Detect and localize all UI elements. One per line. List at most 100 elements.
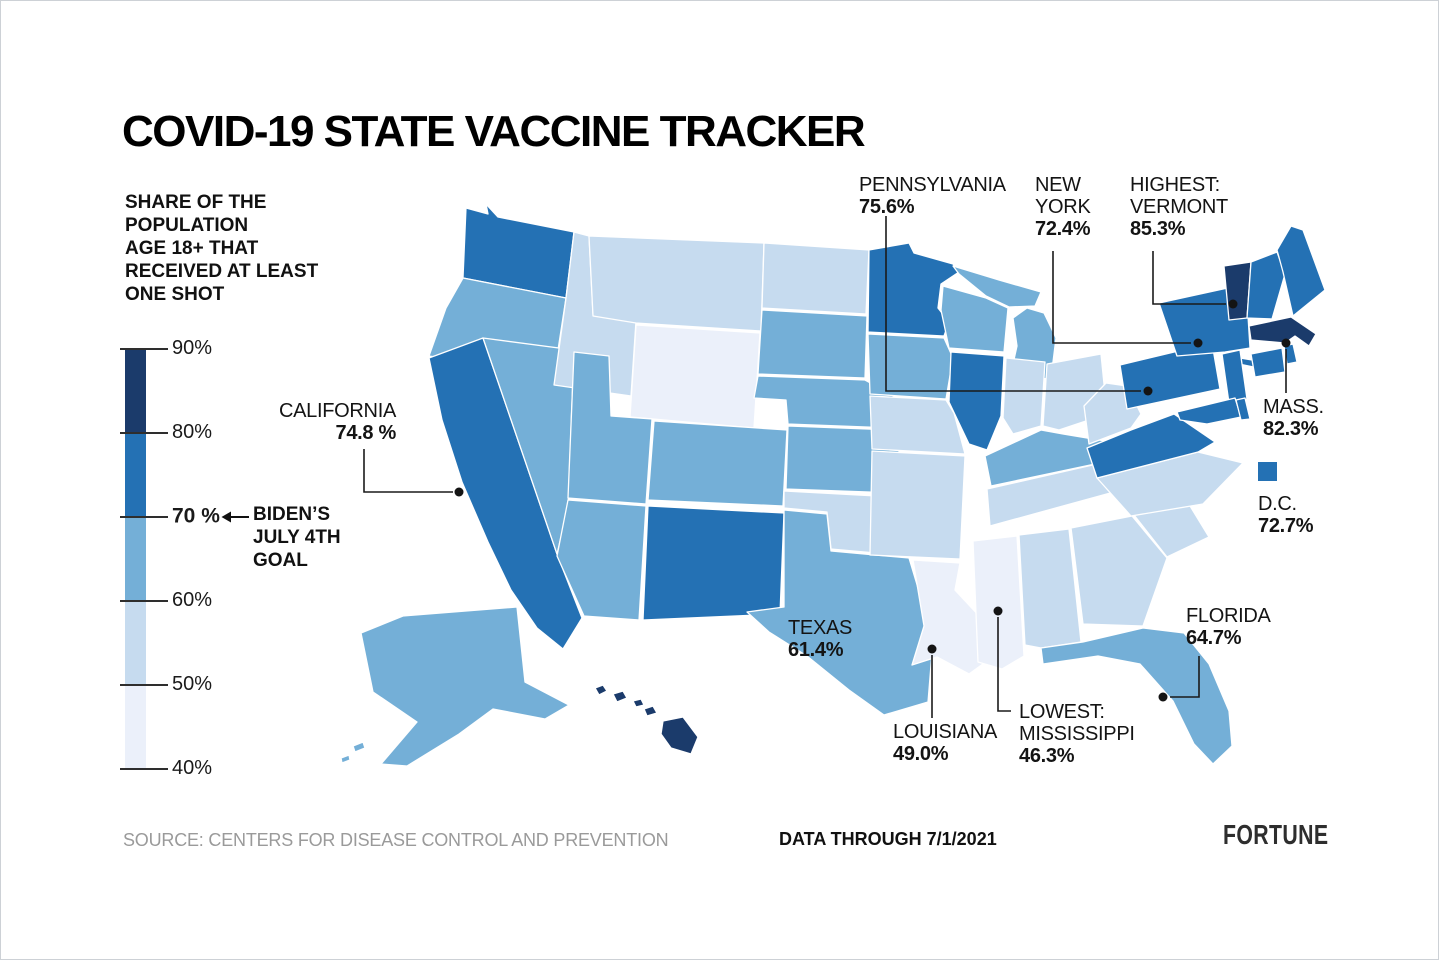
state-me xyxy=(1276,225,1326,317)
state-fl xyxy=(1040,627,1233,765)
callout-value: 46.3% xyxy=(1019,745,1075,767)
callout-state-name: LOUISIANA xyxy=(893,721,997,743)
callout-state-name: VERMONT xyxy=(1130,196,1228,218)
state-al xyxy=(1018,528,1082,649)
callout-state-name: MISSISSIPPI xyxy=(1019,723,1135,745)
callout-value: 75.6% xyxy=(859,196,915,218)
page-title: COVID-19 STATE VACCINE TRACKER xyxy=(122,107,866,156)
callout-vermont: HIGHEST: VERMONT 85.3% xyxy=(1130,174,1228,240)
callout-value: 82.3% xyxy=(1263,418,1319,440)
legend-segment-70-80 xyxy=(125,433,146,517)
legend-segment-50-60 xyxy=(125,601,146,685)
legend-segment-80-90 xyxy=(125,349,146,433)
tick-label: 50% xyxy=(172,673,213,696)
callout-value: 64.7% xyxy=(1186,627,1242,649)
callout-mississippi: LOWEST: MISSISSIPPI 46.3% xyxy=(1019,701,1135,767)
connector-california xyxy=(363,449,453,493)
callout-value: 74.8 % xyxy=(335,422,397,444)
dot-mississippi xyxy=(993,606,1003,616)
callout-note: HIGHEST: xyxy=(1130,174,1220,196)
callout-florida: FLORIDA 64.7% xyxy=(1186,605,1271,649)
tick-label: 40% xyxy=(172,757,213,780)
state-ar xyxy=(869,450,966,560)
connector-florida xyxy=(1170,656,1200,698)
dot-louisiana xyxy=(927,644,937,654)
state-az xyxy=(556,499,647,621)
goal-annotation: BIDEN’S JULY 4TH GOAL xyxy=(253,503,341,572)
callout-state-name: PENNSYLVANIA xyxy=(859,174,1006,196)
dot-california xyxy=(454,487,464,497)
subtitle-line: SHARE OF THE xyxy=(125,192,267,213)
callout-value: 72.4% xyxy=(1035,218,1091,240)
tick-label: 80% xyxy=(172,421,213,444)
callout-new-york: NEW YORK 72.4% xyxy=(1035,174,1091,240)
callout-california: CALIFORNIA 74.8 % xyxy=(271,400,396,444)
data-through-note: DATA THROUGH 7/1/2021 xyxy=(779,829,997,849)
callout-state-name: YORK xyxy=(1035,196,1091,218)
dot-vermont xyxy=(1228,299,1238,309)
subtitle-line: ONE SHOT xyxy=(125,284,225,305)
callout-connectors-layer xyxy=(363,216,1291,718)
connector-vermont xyxy=(1152,251,1226,305)
goal-line: BIDEN’S xyxy=(253,504,331,525)
tick-line xyxy=(120,600,168,602)
subtitle-line: POPULATION xyxy=(125,215,249,236)
connector-pennsylvania xyxy=(885,216,1141,392)
tick-line xyxy=(120,684,168,686)
callout-state-name: TEXAS xyxy=(788,617,853,639)
tick-line xyxy=(120,432,168,434)
fortune-logo: FORTUNE xyxy=(1223,819,1329,850)
callout-state-name: D.C. xyxy=(1258,493,1297,515)
us-choropleth-map xyxy=(341,203,1326,767)
state-ma xyxy=(1248,316,1317,347)
callout-mass: MASS. 82.3% xyxy=(1263,396,1324,440)
dot-mass xyxy=(1281,338,1291,348)
state-co xyxy=(647,420,788,507)
tick-line xyxy=(120,516,168,518)
callout-state-name: CALIFORNIA xyxy=(278,400,396,422)
legend-segment-40-50 xyxy=(125,685,146,769)
state-il xyxy=(948,351,1005,451)
state-de xyxy=(1235,397,1251,421)
connector-mississippi xyxy=(997,617,1011,712)
tick-line xyxy=(120,348,168,350)
tick-line xyxy=(120,768,168,770)
state-ms xyxy=(972,535,1025,670)
callout-value: 61.4% xyxy=(788,639,844,661)
state-ga xyxy=(1070,515,1168,627)
state-mn xyxy=(867,242,960,337)
legend-segment-60-70 xyxy=(125,517,146,601)
dot-florida xyxy=(1158,692,1168,702)
callout-value: 85.3% xyxy=(1130,218,1186,240)
states-layer xyxy=(341,203,1326,767)
subtitle-line: RECEIVED AT LEAST xyxy=(125,261,319,282)
state-tx xyxy=(746,509,935,716)
state-mi xyxy=(952,265,1057,383)
callout-pennsylvania: PENNSYLVANIA 75.6% xyxy=(859,174,1006,218)
state-wi xyxy=(940,285,1009,353)
state-nj xyxy=(1221,349,1248,404)
tick-label: 90% xyxy=(172,337,213,360)
state-ia xyxy=(867,333,954,400)
dc-color-swatch xyxy=(1258,462,1277,481)
callout-state-name: FLORIDA xyxy=(1186,605,1271,627)
goal-line: GOAL xyxy=(253,550,308,571)
callout-state-name: MASS. xyxy=(1263,396,1324,418)
dot-pennsylvania xyxy=(1143,386,1153,396)
state-ak xyxy=(341,606,570,767)
callout-texas: TEXAS 61.4% xyxy=(788,617,852,661)
state-ct xyxy=(1250,347,1286,378)
state-hi xyxy=(594,684,699,755)
color-scale-bar xyxy=(125,349,146,769)
state-ut xyxy=(567,351,653,505)
state-mo xyxy=(869,395,966,455)
state-nm xyxy=(642,505,785,621)
dot-new-york xyxy=(1193,338,1203,348)
callout-value: 49.0% xyxy=(893,743,949,765)
state-in xyxy=(1002,357,1046,435)
state-nh xyxy=(1246,251,1286,320)
state-sd xyxy=(757,309,868,379)
callout-louisiana: LOUISIANA 49.0% xyxy=(893,721,997,765)
source-credit: SOURCE: CENTERS FOR DISEASE CONTROL AND … xyxy=(123,830,669,850)
